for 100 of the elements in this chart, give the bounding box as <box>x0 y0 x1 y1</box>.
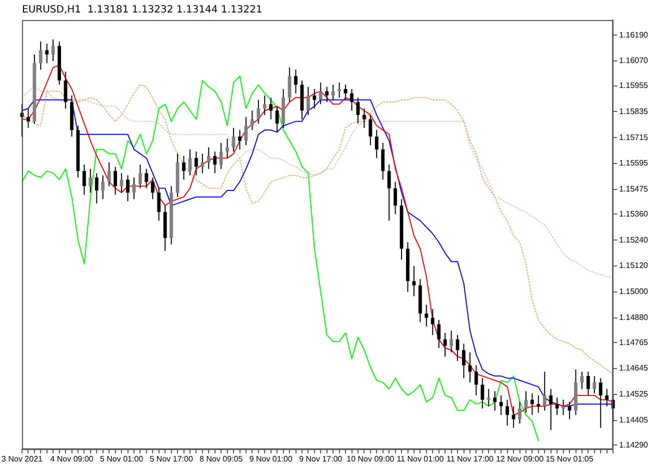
y-tick-label: 1.14765 <box>619 338 649 347</box>
y-tick-label: 1.14405 <box>619 415 649 424</box>
x-tick-label: 3 Nov 2021 <box>2 454 44 464</box>
candlestick <box>412 265 416 297</box>
candlestick <box>288 66 292 102</box>
candlestick <box>206 146 210 170</box>
candlestick <box>536 394 540 414</box>
x-tick-label: 12 Nov 09:00 <box>496 454 544 464</box>
candlestick <box>64 71 68 109</box>
y-tick-label: 1.15475 <box>619 184 649 194</box>
candlestick <box>325 86 329 102</box>
chart-title: EURUSD,H1 1.13181 1.13232 1.13144 1.13221 <box>22 4 262 16</box>
candlestick <box>568 401 572 420</box>
candlestick <box>94 172 98 204</box>
candlestick <box>38 41 42 70</box>
y-tick-label: 1.15000 <box>619 287 649 296</box>
candlestick <box>306 86 310 116</box>
y-tick-label: 1.15955 <box>619 81 649 90</box>
candlestick <box>549 388 553 430</box>
candlestick <box>437 319 441 348</box>
candlestick <box>88 168 92 194</box>
candlestick <box>430 308 434 336</box>
candlestick <box>462 343 466 379</box>
candlestick <box>493 390 497 412</box>
candlestick <box>107 162 111 187</box>
candlestick <box>518 401 522 424</box>
candlestick <box>150 177 154 200</box>
candlestick <box>51 38 55 62</box>
candlestick <box>182 155 186 180</box>
x-tick-label: 8 Nov 09:05 <box>200 454 244 464</box>
y-tick-label: 1.14290 <box>619 440 649 450</box>
candlestick <box>232 127 236 152</box>
candlestick <box>387 164 391 222</box>
candlestick <box>381 142 385 180</box>
candlestick <box>598 378 602 428</box>
candlestick <box>219 142 223 170</box>
candlestick <box>26 108 30 128</box>
y-tick-label: 1.14525 <box>619 390 649 399</box>
y-tick-label: 1.15595 <box>619 158 649 168</box>
candlestick <box>331 84 335 100</box>
candlestick <box>443 332 447 358</box>
candlestick <box>114 166 118 196</box>
x-tick-label: 15 Nov 01:05 <box>546 454 594 464</box>
candlestick <box>101 174 105 200</box>
candlestick <box>120 172 124 194</box>
candlestick <box>226 138 230 159</box>
candlestick <box>294 69 298 94</box>
candlestick <box>238 130 242 150</box>
candlestick <box>374 130 378 159</box>
candlestick <box>194 151 198 176</box>
candlestick <box>562 399 566 416</box>
y-tick-label: 1.15360 <box>619 209 649 218</box>
candlestick <box>394 181 398 215</box>
candlestick <box>592 376 596 394</box>
candlestick <box>312 88 316 109</box>
y-tick-label: 1.15240 <box>619 235 649 244</box>
candlestick <box>474 364 478 396</box>
y-tick-label: 1.14645 <box>619 364 649 373</box>
candlestick <box>344 84 348 100</box>
y-tick-label: 1.14880 <box>619 312 649 322</box>
candlestick <box>82 164 86 196</box>
candlestick <box>530 392 534 416</box>
candlestick <box>275 106 279 133</box>
candlestick <box>144 168 148 189</box>
x-tick-label: 5 Nov 17:00 <box>150 454 194 464</box>
candlestick <box>318 82 322 105</box>
candlestick <box>256 99 260 124</box>
candlestick <box>486 388 490 407</box>
candlestick <box>45 43 49 64</box>
candlestick <box>362 108 366 128</box>
candlestick <box>213 151 217 174</box>
y-tick-label: 1.15120 <box>619 261 649 270</box>
candlestick <box>555 397 559 416</box>
candlestick <box>200 153 204 174</box>
y-tick-label: 1.15835 <box>619 106 649 116</box>
candlestick <box>506 399 510 426</box>
x-tick-label: 9 Nov 01:00 <box>249 454 293 464</box>
y-tick-label: 1.16190 <box>619 30 649 40</box>
candlestick <box>250 110 254 131</box>
y-tick-label: 1.16070 <box>619 56 649 66</box>
candlestick <box>586 371 590 396</box>
x-tick-label: 10 Nov 09:00 <box>346 454 395 464</box>
x-tick-label: 4 Nov 09:00 <box>50 454 94 464</box>
candlestick <box>157 188 161 222</box>
candlestick <box>126 174 130 202</box>
x-tick-label: 11 Nov 17:00 <box>446 454 494 464</box>
candlestick <box>350 88 354 112</box>
candlestick <box>368 114 372 146</box>
y-tick-label: 1.15715 <box>619 132 649 142</box>
candlestick <box>262 95 266 116</box>
candlestick <box>244 116 248 146</box>
candlestick <box>338 82 342 98</box>
x-tick-label: 9 Nov 17:00 <box>299 454 343 464</box>
candlestick <box>605 388 609 407</box>
candlestick <box>499 394 503 416</box>
x-tick-label: 5 Nov 01:00 <box>100 454 144 464</box>
candlestick <box>542 371 546 412</box>
x-tick-label: 11 Nov 01:00 <box>396 454 444 464</box>
candlestick <box>269 97 273 120</box>
candlestick <box>138 164 142 189</box>
